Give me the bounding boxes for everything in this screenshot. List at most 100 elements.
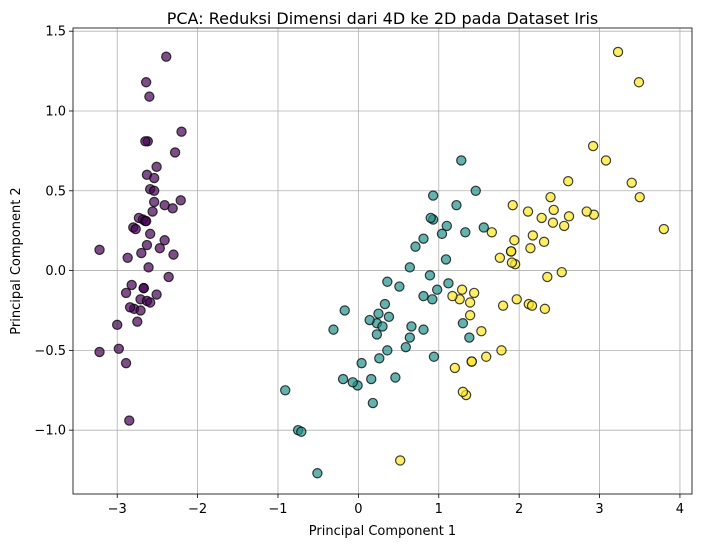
data-point: [380, 299, 389, 308]
data-point: [613, 47, 622, 56]
data-point: [150, 173, 159, 182]
y-tick-label: 0.5: [45, 184, 66, 199]
data-point: [121, 288, 130, 297]
data-point: [396, 456, 405, 465]
data-point: [465, 333, 474, 342]
x-tick-label: 1: [435, 502, 443, 517]
data-point: [375, 354, 384, 363]
data-point: [145, 92, 154, 101]
data-point: [482, 352, 491, 361]
data-point: [419, 325, 428, 334]
data-point: [374, 309, 383, 318]
data-point: [297, 427, 306, 436]
data-point: [367, 374, 376, 383]
data-point: [136, 306, 145, 315]
data-point: [477, 327, 486, 336]
data-point: [507, 258, 516, 267]
y-tick-label: 1.0: [45, 104, 66, 119]
data-point: [466, 311, 475, 320]
data-point: [160, 236, 169, 245]
data-point: [512, 295, 521, 304]
data-point: [391, 373, 400, 382]
y-tick-label: −0.5: [34, 344, 66, 359]
data-point: [564, 212, 573, 221]
data-point: [635, 193, 644, 202]
data-point: [458, 319, 467, 328]
data-point: [150, 197, 159, 206]
data-point: [411, 242, 420, 251]
y-axis-label: Principal Component 2: [9, 187, 24, 334]
data-point: [383, 277, 392, 286]
data-point: [150, 186, 159, 195]
data-point: [528, 231, 537, 240]
data-point: [543, 272, 552, 281]
data-point: [458, 387, 467, 396]
data-point: [395, 282, 404, 291]
data-point: [527, 301, 536, 310]
data-point: [340, 306, 349, 315]
data-point: [601, 156, 610, 165]
data-point: [589, 141, 598, 150]
data-point: [539, 237, 548, 246]
data-point: [365, 315, 374, 324]
x-tick-label: −3: [108, 502, 127, 517]
data-point: [634, 78, 643, 87]
data-point: [523, 207, 532, 216]
data-point: [125, 416, 134, 425]
data-point: [419, 234, 428, 243]
data-point: [152, 162, 161, 171]
data-point: [339, 374, 348, 383]
data-point: [429, 191, 438, 200]
data-point: [537, 213, 546, 222]
data-point: [142, 78, 151, 87]
data-point: [125, 303, 134, 312]
data-point: [384, 312, 393, 321]
chart-title: PCA: Reduksi Dimensi dari 4D ke 2D pada …: [167, 9, 599, 28]
data-point: [457, 285, 466, 294]
y-tick-label: −1.0: [34, 424, 66, 439]
data-point: [441, 255, 450, 264]
data-point: [162, 52, 171, 61]
data-point: [123, 253, 132, 262]
data-point: [146, 298, 155, 307]
data-point: [428, 295, 437, 304]
data-point: [582, 207, 591, 216]
data-point: [497, 346, 506, 355]
data-point: [407, 322, 416, 331]
data-point: [169, 250, 178, 259]
data-point: [137, 248, 146, 257]
data-point: [540, 304, 549, 313]
data-point: [164, 272, 173, 281]
data-point: [495, 253, 504, 262]
data-point: [452, 201, 461, 210]
data-point: [548, 218, 557, 227]
data-point: [177, 127, 186, 136]
data-point: [144, 263, 153, 272]
data-point: [444, 279, 453, 288]
x-tick-label: −2: [188, 502, 207, 517]
data-point: [372, 330, 381, 339]
data-point: [564, 177, 573, 186]
data-point: [378, 322, 387, 331]
data-point: [142, 240, 151, 249]
data-point: [426, 213, 435, 222]
data-point: [146, 229, 155, 238]
data-point: [498, 301, 507, 310]
data-point: [139, 284, 148, 293]
data-point: [152, 290, 161, 299]
data-point: [546, 193, 555, 202]
data-point: [313, 469, 322, 478]
data-point: [425, 271, 434, 280]
data-point: [113, 320, 122, 329]
data-point: [457, 156, 466, 165]
data-point: [487, 228, 496, 237]
y-tick-label: 1.5: [45, 25, 66, 40]
data-point: [433, 285, 442, 294]
x-tick-label: 2: [515, 502, 523, 517]
data-point: [160, 201, 169, 210]
data-point: [170, 148, 179, 157]
x-tick-label: 4: [676, 502, 684, 517]
data-point: [142, 217, 151, 226]
data-point: [127, 280, 136, 289]
